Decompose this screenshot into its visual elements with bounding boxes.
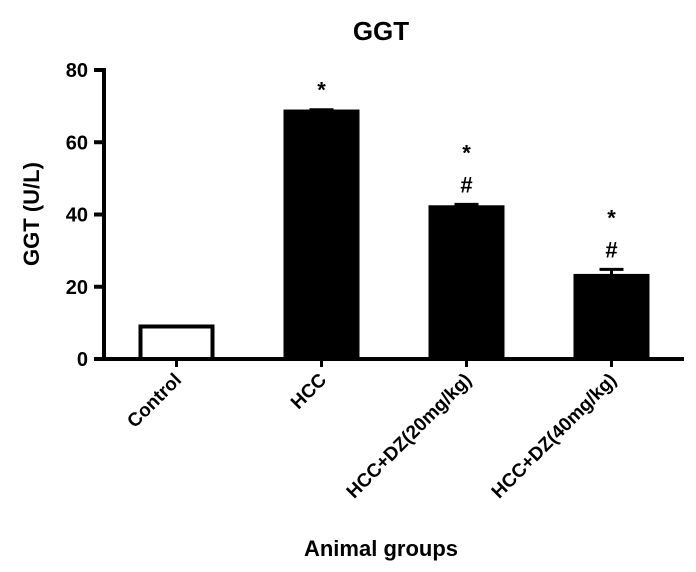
hash-annotation: # — [460, 172, 472, 197]
category-label: HCC+DZ(40mg/kg) — [488, 370, 621, 503]
category-label: Control — [123, 370, 186, 433]
asterisk-annotation: * — [317, 78, 326, 103]
category-label: HCC — [287, 369, 331, 413]
hash-annotation: # — [605, 237, 617, 262]
y-tick-label: 0 — [77, 349, 88, 371]
plot-area: 0 20 40 60 80 Control * HCC # * HCC+DZ(20mg/kg) # * H… — [66, 60, 650, 503]
bar — [138, 324, 215, 361]
x-axis-label: Animal groups — [304, 536, 458, 561]
bar — [428, 205, 505, 361]
y-tick-label: 40 — [66, 205, 88, 227]
asterisk-annotation: * — [607, 205, 616, 230]
y-tick-label: 20 — [66, 277, 88, 299]
asterisk-annotation: * — [462, 140, 471, 165]
bar — [283, 109, 360, 361]
category-label: HCC+DZ(20mg/kg) — [343, 370, 476, 503]
bar — [573, 273, 650, 362]
y-axis-label: GGT (U/L) — [19, 162, 44, 266]
y-tick-label: 80 — [66, 60, 88, 82]
chart-title: GGT — [353, 16, 409, 46]
y-tick-label: 60 — [66, 132, 88, 154]
